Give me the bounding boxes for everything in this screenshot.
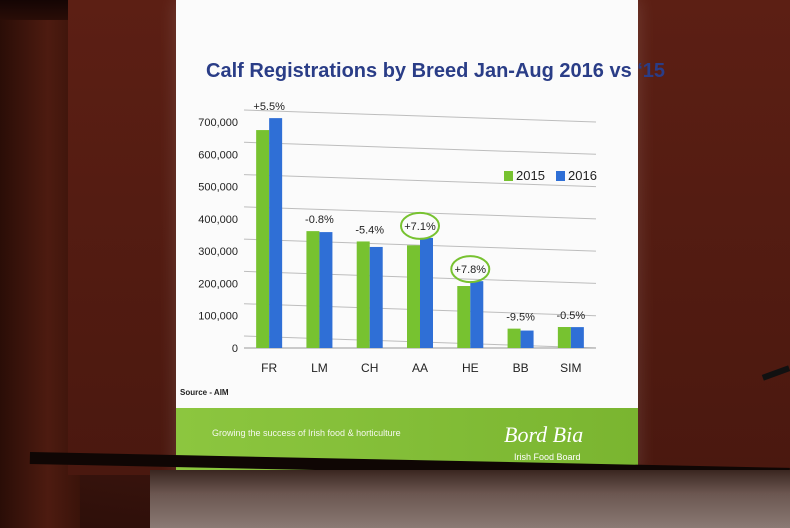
bar-2015-LM bbox=[306, 231, 320, 348]
bar-2016-HE bbox=[470, 281, 484, 348]
room-floor bbox=[150, 470, 790, 528]
room-wall-left bbox=[0, 0, 80, 528]
y-tick-label: 300,000 bbox=[198, 246, 238, 258]
gridline bbox=[243, 174, 597, 188]
bar-2016-LM bbox=[319, 232, 333, 348]
bar-2016-BB bbox=[520, 330, 534, 348]
logo-subtitle: Irish Food Board bbox=[514, 452, 581, 462]
legend-label-2015: 2015 bbox=[516, 168, 545, 183]
change-label-HE: +7.8% bbox=[455, 264, 487, 276]
source-note: Source - AIM bbox=[180, 388, 229, 397]
highlight-ellipse bbox=[400, 211, 440, 240]
bar-2016-SIM bbox=[570, 327, 584, 348]
y-tick-label: 400,000 bbox=[198, 214, 238, 226]
bar-2015-AA bbox=[407, 245, 420, 348]
change-label-LM: -0.8% bbox=[305, 214, 334, 226]
footer-tagline: Growing the success of Irish food & hort… bbox=[212, 428, 401, 438]
legend-label-2016: 2016 bbox=[568, 168, 597, 183]
bar-2016-CH bbox=[369, 246, 383, 348]
x-tick-label: SIM bbox=[560, 361, 581, 375]
chart-title: Calf Registrations by Breed Jan-Aug 2016… bbox=[206, 60, 666, 82]
presentation-slide: Calf Registrations by Breed Jan-Aug 2016… bbox=[176, 0, 666, 474]
bar-2015-SIM bbox=[557, 327, 571, 348]
y-tick-label: 100,000 bbox=[198, 311, 238, 323]
change-label-AA: +7.1% bbox=[404, 221, 436, 233]
legend-swatch-2016 bbox=[556, 171, 565, 181]
y-tick-label: 200,000 bbox=[198, 278, 238, 290]
bar-2015-HE bbox=[457, 286, 471, 348]
change-label-SIM: -0.5% bbox=[556, 310, 585, 322]
y-tick-label: 700,000 bbox=[198, 117, 238, 129]
y-tick-label: 500,000 bbox=[198, 182, 238, 194]
legend-swatch-2015 bbox=[504, 171, 513, 181]
x-tick-label: FR bbox=[261, 361, 277, 375]
bar-2016-FR bbox=[269, 118, 283, 348]
gridline bbox=[243, 141, 597, 155]
bar-2015-BB bbox=[507, 328, 521, 348]
x-tick-label: AA bbox=[412, 361, 428, 375]
bar-2016-AA bbox=[420, 237, 433, 348]
bord-bia-logo: Bord Bia bbox=[504, 422, 584, 447]
y-tick-label: 0 bbox=[232, 343, 238, 355]
gridline bbox=[243, 109, 597, 123]
x-tick-label: LM bbox=[311, 361, 328, 375]
change-label-FR: +5.5% bbox=[253, 101, 285, 113]
bar-2015-FR bbox=[256, 130, 270, 348]
y-tick-label: 600,000 bbox=[198, 149, 238, 161]
change-label-CH: -5.4% bbox=[355, 224, 384, 236]
change-label-BB: -9.5% bbox=[506, 312, 535, 324]
bar-chart: 0 100,000 200,000 300,000 400,000 500,000 600,… bbox=[198, 101, 597, 375]
highlight-ellipse bbox=[450, 255, 491, 284]
x-tick-label: CH bbox=[361, 361, 378, 375]
x-tick-label: BB bbox=[513, 361, 529, 375]
bar-2015-CH bbox=[356, 241, 370, 348]
x-tick-label: HE bbox=[462, 361, 479, 375]
